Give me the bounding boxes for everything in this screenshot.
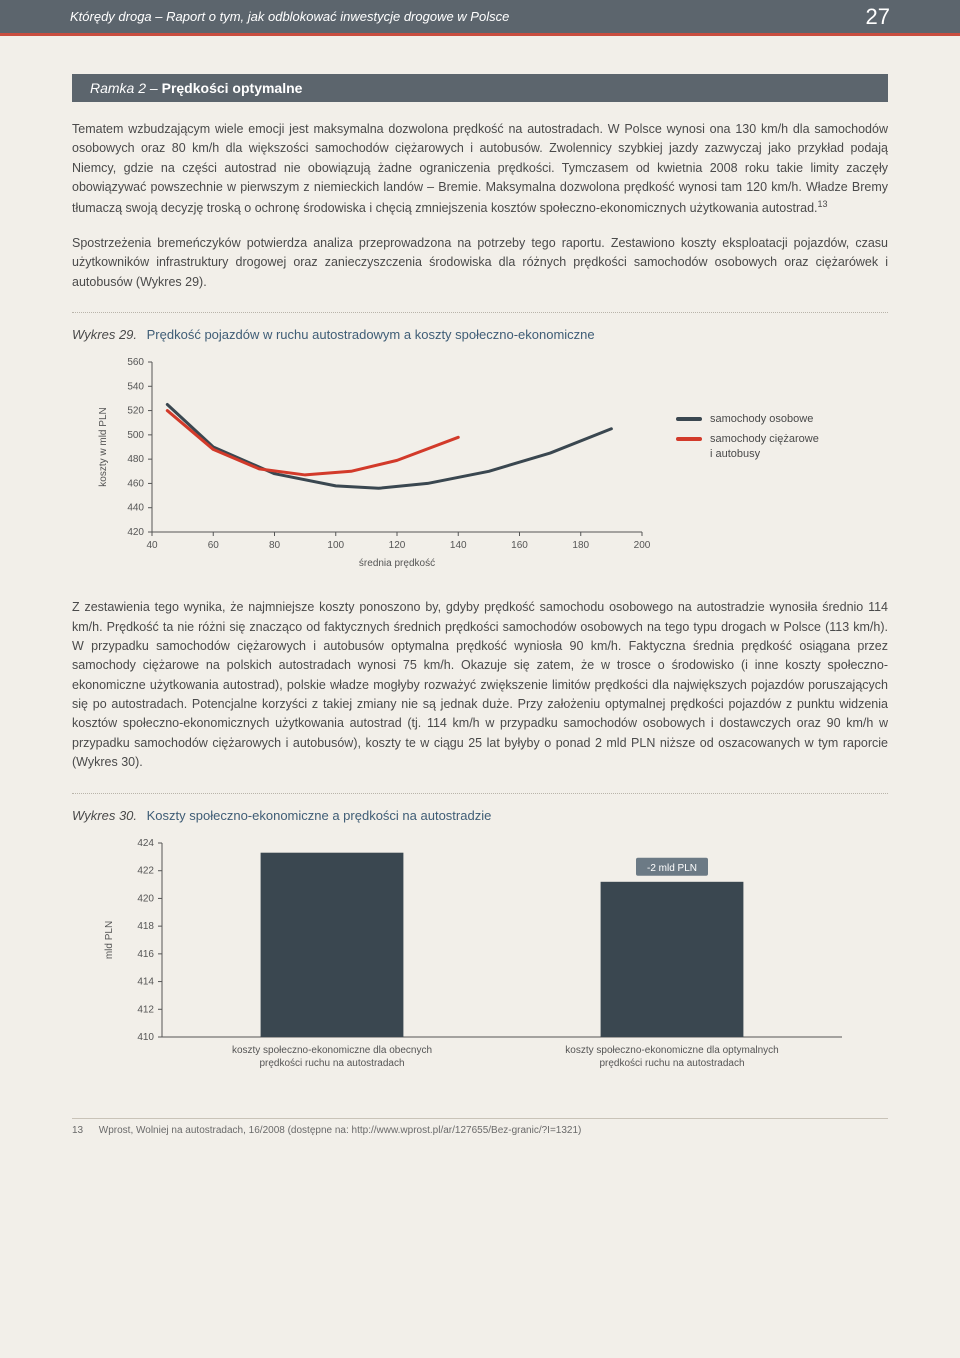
chart-29: 420 440 460 480 500 520 540 560 40 60 80 100 120 140 1… [92,352,888,572]
svg-text:mld PLN: mld PLN [104,920,115,958]
footnote-text: Wprost, Wolniej na autostradach, 16/2008… [99,1125,582,1136]
para1-text: Tematem wzbudzającym wiele emocji jest m… [72,122,888,215]
chart-30-label: Wykres 30. [72,808,137,823]
footnote-rule [72,1118,888,1119]
box-2-para-2: Spostrzeżenia bremeńczyków potwierdza an… [72,234,888,292]
svg-text:416: 416 [137,948,154,959]
svg-text:140: 140 [450,540,467,551]
svg-text:40: 40 [146,540,158,551]
chart-29-label: Wykres 29. [72,327,137,342]
content: Ramka 2 – Prędkości optymalne Tematem wz… [0,36,960,1136]
svg-text:420: 420 [137,893,154,904]
para-3: Z zestawienia tego wynika, że najmniejsz… [72,598,888,772]
divider [72,312,888,313]
svg-text:460: 460 [127,479,144,490]
chart-30-svg: 410 412 414 416 418 420 422 424 koszty społeczno… [92,833,852,1083]
chart-29-title: Prędkość pojazdów w ruchu autostradowym … [147,327,595,342]
chart-29-caption: Wykres 29. Prędkość pojazdów w ruchu aut… [72,327,888,342]
svg-text:480: 480 [127,454,144,465]
box-title: Prędkości optymalne [162,80,303,96]
legend-item-osobowe: samochody osobowe [676,412,819,426]
svg-text:120: 120 [389,540,406,551]
svg-text:520: 520 [127,406,144,417]
svg-text:160: 160 [511,540,528,551]
legend-label: samochody ciężarowe i autobusy [710,432,819,461]
box-label: Ramka 2 [90,80,146,96]
svg-text:prędkości ruchu na autostradac: prędkości ruchu na autostradach [599,1058,744,1069]
svg-text:koszty społeczno-ekonomiczne d: koszty społeczno-ekonomiczne dla optymal… [565,1045,778,1056]
svg-text:414: 414 [137,976,154,987]
legend-swatch [676,417,702,421]
svg-text:440: 440 [127,503,144,514]
divider [72,793,888,794]
chart-30-title: Koszty społeczno-ekonomiczne a prędkości… [147,808,492,823]
svg-text:60: 60 [208,540,220,551]
svg-text:500: 500 [127,430,144,441]
svg-text:410: 410 [137,1032,154,1043]
svg-text:540: 540 [127,381,144,392]
chart-29-svg: 420 440 460 480 500 520 540 560 40 60 80 100 120 140 1… [92,352,652,572]
legend-item-ciezarowe: samochody ciężarowe i autobusy [676,432,819,461]
svg-text:średnia prędkość: średnia prędkość [359,558,435,569]
box-2-para-1: Tematem wzbudzającym wiele emocji jest m… [72,120,888,218]
svg-text:424: 424 [137,838,154,849]
svg-text:422: 422 [137,865,154,876]
svg-text:koszty w mld PLN: koszty w mld PLN [98,407,109,486]
header-title: Którędy droga – Raport o tym, jak odblok… [70,9,509,24]
legend-label: samochody osobowe [710,412,813,426]
svg-text:koszty społeczno-ekonomiczne d: koszty społeczno-ekonomiczne dla obecnyc… [232,1045,432,1056]
svg-text:100: 100 [327,540,344,551]
box-sep: – [150,80,158,96]
legend-label-l2: i autobusy [710,448,760,460]
svg-text:-2 mld PLN: -2 mld PLN [647,862,697,873]
footnote-13: 13 Wprost, Wolniej na autostradach, 16/2… [72,1125,888,1136]
footnote-ref-13: 13 [818,199,828,209]
svg-text:180: 180 [572,540,589,551]
chart-29-legend: samochody osobowe samochody ciężarowe i … [676,412,819,467]
page: Którędy droga – Raport o tym, jak odblok… [0,0,960,1358]
svg-text:420: 420 [127,527,144,538]
legend-label-l1: samochody ciężarowe [710,433,819,445]
box-2-header: Ramka 2 – Prędkości optymalne [72,74,888,102]
svg-text:412: 412 [137,1004,154,1015]
svg-text:418: 418 [137,921,154,932]
svg-text:80: 80 [269,540,281,551]
page-number: 27 [866,4,890,30]
svg-text:200: 200 [634,540,651,551]
legend-swatch [676,437,702,441]
chart-30-caption: Wykres 30. Koszty społeczno-ekonomiczne … [72,808,888,823]
footnote-num: 13 [72,1125,96,1136]
svg-text:prędkości ruchu na autostradac: prędkości ruchu na autostradach [259,1058,404,1069]
svg-text:560: 560 [127,357,144,368]
running-header: Którędy droga – Raport o tym, jak odblok… [0,0,960,36]
